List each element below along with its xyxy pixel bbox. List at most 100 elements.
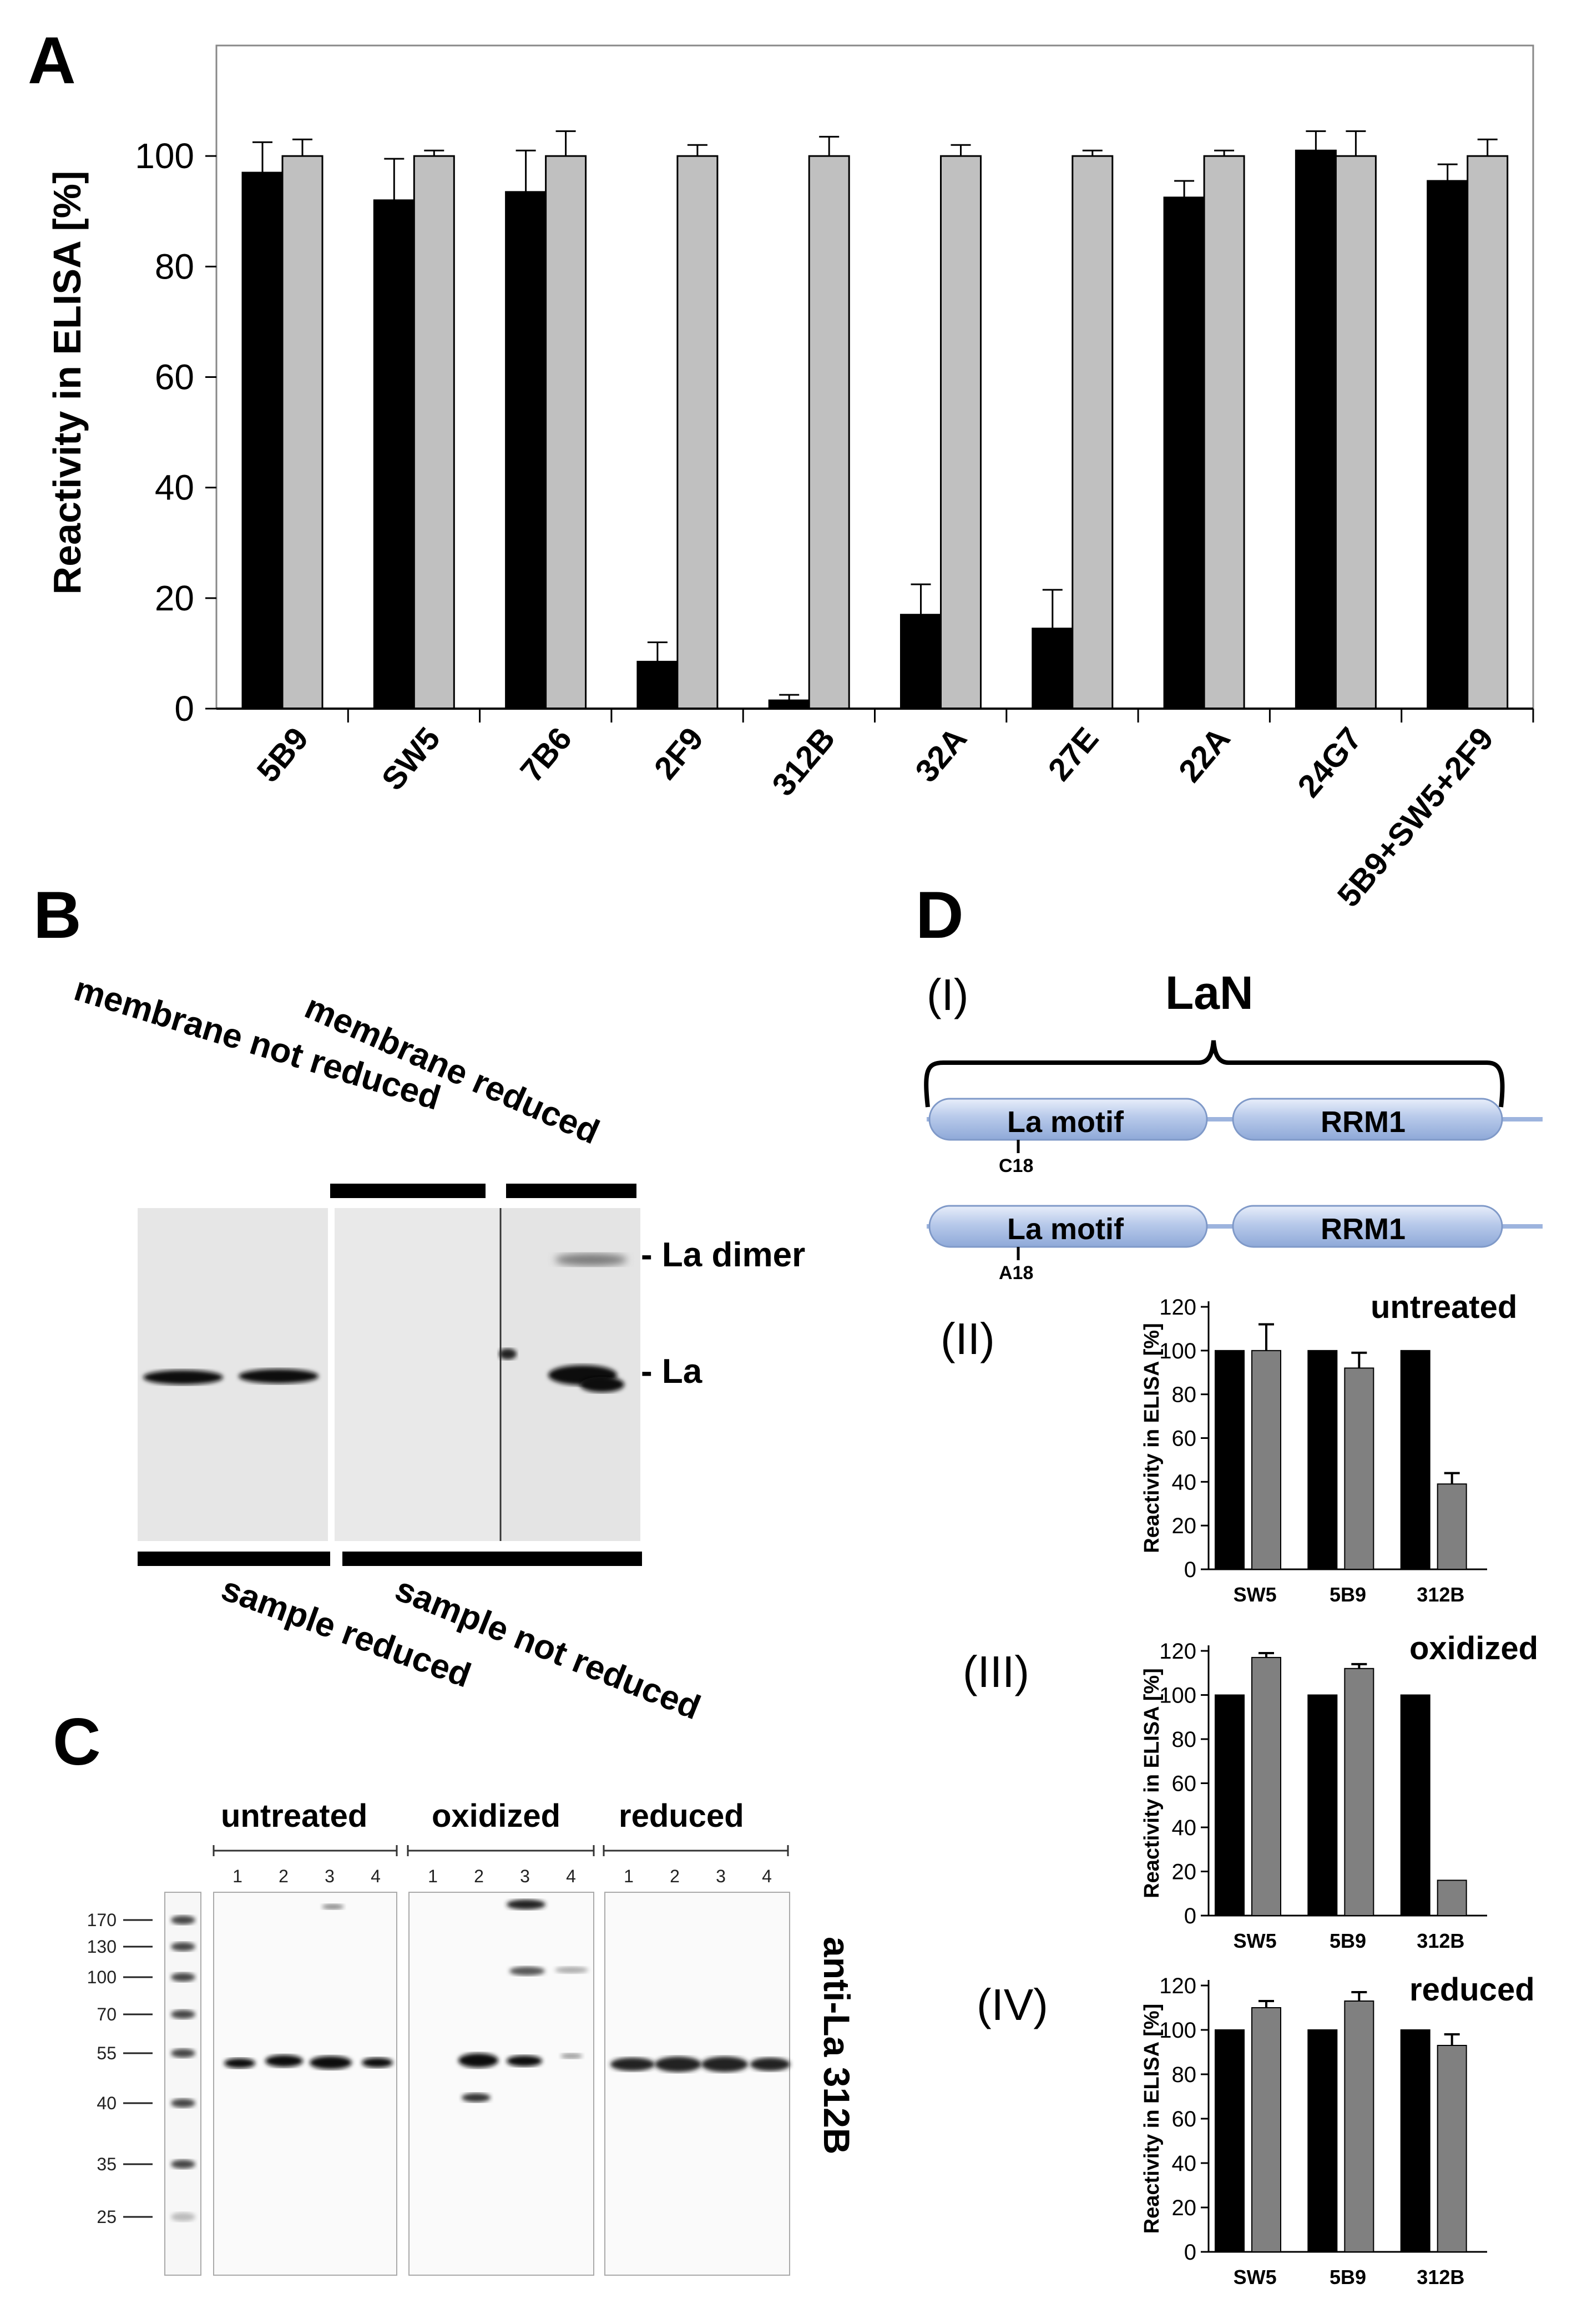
blot-c-untreated	[213, 1892, 397, 2276]
bar-27e-grey	[1071, 155, 1114, 710]
ladder-band-100	[171, 1973, 195, 1982]
error-bar-5b9-grey	[1351, 1351, 1367, 1368]
bar-5b9-grey	[281, 155, 324, 710]
x-tick-label-312b: 312B	[765, 721, 842, 803]
y-tick-label: 100	[1159, 1684, 1196, 1708]
bar-sw5-grey	[1251, 2007, 1281, 2252]
lane-number: 3	[325, 1866, 335, 1886]
bar-5b9-sw5-2f9-grey	[1467, 155, 1509, 710]
error-bar-32a-grey	[951, 144, 971, 156]
error-bar-2f9-black	[647, 641, 668, 662]
band-c-reduced-3	[701, 2057, 748, 2072]
error-bar-sw5-grey	[1258, 2000, 1274, 2008]
roman-numeral: (IV)	[977, 1980, 1048, 2029]
band-c-oxidized-3-high	[507, 1899, 545, 1909]
marker-label-25: 25	[97, 2207, 117, 2227]
bar-5b9-black	[1307, 1350, 1338, 1570]
y-tick-label: 60	[1172, 1772, 1197, 1796]
error-bar-24g7-black	[1306, 130, 1326, 151]
panel-letter-a: A	[28, 23, 76, 98]
domain-diagram: (I) LaN La motif RRM1 C18 La motif RRM1 …	[924, 967, 1543, 1284]
lane-number: 2	[474, 1866, 484, 1886]
x-tick-label-sw5: SW5	[1234, 1583, 1277, 1606]
lane-numbers: 1 2 3 4 1 2 3 4 1 2 3 4	[233, 1866, 772, 1886]
roman-numeral: (II)	[941, 1314, 995, 1363]
ladder-band-35	[171, 2160, 195, 2169]
error-bar-22a-grey	[1214, 149, 1235, 156]
ladder-band-170	[171, 1916, 195, 1924]
y-tick-label: 80	[1172, 1727, 1197, 1752]
bar-sw5-black	[373, 199, 415, 710]
bar-27e-black	[1032, 628, 1074, 710]
roman-i: (I)	[927, 970, 969, 1019]
bar-sample-reduced	[138, 1552, 330, 1566]
x-tick-label-27e: 27E	[1041, 721, 1105, 788]
band-c-untreated-3-faint	[322, 1904, 344, 1909]
error-bar-sw5-grey	[1258, 1323, 1274, 1351]
bar-24g7-black	[1295, 149, 1337, 710]
mutation-label-c18: C18	[999, 1155, 1033, 1176]
bar-312b-grey	[1437, 2045, 1467, 2252]
chart-title: reduced	[1409, 1972, 1535, 2008]
error-bar-5b9-sw5-2f9-grey	[1477, 138, 1498, 156]
rrm1-label-row1: RRM1	[1321, 1105, 1406, 1139]
bar-312b-black	[768, 699, 810, 710]
chart-title: oxidized	[1409, 1630, 1538, 1666]
marker-label-130: 130	[87, 1937, 117, 1957]
error-bar-312b-grey	[819, 135, 840, 156]
y-axis-label: Reactivity in ELISA [%]	[1140, 1668, 1164, 1898]
bar-32a-grey	[940, 155, 982, 710]
marker-label-70: 70	[97, 2004, 117, 2024]
lane-number: 4	[566, 1866, 576, 1886]
error-bar-32a-black	[911, 583, 931, 615]
band-c-oxidized-2-low	[462, 2093, 491, 2102]
mutation-label-a18: A18	[999, 1262, 1033, 1284]
bar-2f9-black	[636, 660, 679, 710]
band-la-lane2	[239, 1369, 319, 1383]
bar-sw5-grey	[413, 155, 455, 710]
y-tick-label: 80	[1172, 1383, 1197, 1407]
bar-312b-grey	[1437, 1880, 1467, 1916]
label-la-dimer: - La dimer	[641, 1236, 805, 1274]
bar-5b9-grey	[1344, 2000, 1374, 2252]
rrm1-label-row2: RRM1	[1321, 1212, 1406, 1246]
blot-b-section-2	[335, 1208, 499, 1541]
rrm1-cylinder-row2	[1232, 1205, 1503, 1248]
rrm1-cylinder-row1	[1232, 1098, 1503, 1141]
bar-2f9-grey	[676, 155, 719, 710]
x-tick-label-312b: 312B	[1417, 1929, 1464, 1952]
marker-label-170: 170	[87, 1910, 117, 1930]
x-tick-label-sw5: SW5	[1234, 1929, 1277, 1952]
error-bar-5b9-grey	[1351, 1663, 1367, 1669]
bar-22a-grey	[1203, 155, 1245, 710]
bar-5b9-sw5-2f9-black	[1427, 180, 1469, 710]
lan-bracket	[924, 1040, 1505, 1108]
y-tick-label: 120	[1159, 1295, 1196, 1320]
lane-number: 3	[716, 1866, 726, 1886]
bar-sample-not-reduced	[342, 1552, 642, 1566]
bar-sw5-grey	[1251, 1656, 1281, 1917]
y-tick-label: 60	[1172, 2107, 1197, 2131]
y-tick-label: 80	[1172, 2063, 1197, 2087]
band-c-untreated-3	[310, 2056, 352, 2069]
y-tick-label: 100	[135, 136, 194, 176]
error-bar-5b9-grey	[292, 138, 312, 156]
y-axis-label: Reactivity in ELISA [%]	[46, 171, 89, 595]
band-c-reduced-4	[750, 2058, 790, 2071]
marker-label-55: 55	[97, 2043, 117, 2063]
label-anti-la-312b: anti-La 312B	[816, 1937, 857, 2154]
x-tick-label-24g7: 24G7	[1291, 721, 1369, 804]
bar-312b-grey	[1437, 1483, 1467, 1570]
x-tick-label-22a: 22A	[1172, 721, 1237, 789]
error-bar-7b6-black	[515, 149, 536, 192]
band-la-edge	[499, 1348, 517, 1360]
bar-312b-black	[1400, 1350, 1431, 1570]
x-tick-label-32a: 32A	[908, 721, 974, 789]
chart-d-iii: (III) oxidized 0 20 40 60 80 100 120 Reactivity i…	[963, 1630, 1538, 1952]
bar-sw5-grey	[1251, 1350, 1281, 1570]
error-bar-7b6-grey	[555, 130, 576, 156]
band-c-untreated-4	[362, 2058, 393, 2068]
ladder-band-55	[171, 2049, 195, 2058]
band-la-dimer	[555, 1254, 627, 1266]
y-tick-label: 20	[1172, 1860, 1197, 1885]
